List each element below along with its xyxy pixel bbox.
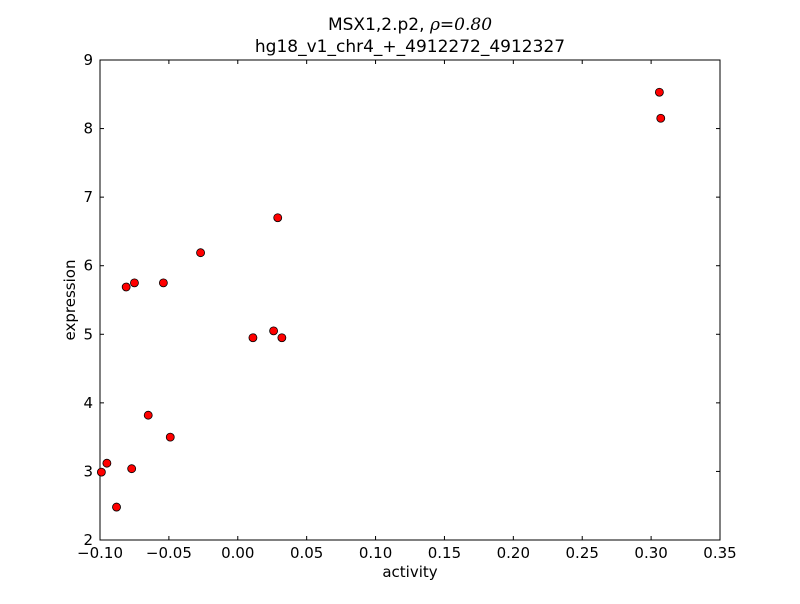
data-point — [158, 278, 168, 288]
y-tick-label: 3 — [83, 462, 93, 480]
x-tick-label: 0.05 — [290, 544, 323, 562]
chart-subtitle: hg18_v1_chr4_+_4912272_4912327 — [255, 37, 565, 57]
data-point — [269, 326, 279, 336]
data-point — [273, 213, 283, 223]
x-tick-label: −0.05 — [146, 544, 192, 562]
data-point — [277, 333, 287, 343]
data-point — [96, 467, 106, 477]
y-axis-label: expression — [61, 260, 79, 341]
x-tick-label: 0.20 — [497, 544, 530, 562]
x-axis-label: activity — [382, 563, 437, 581]
y-tick-label: 9 — [83, 51, 93, 69]
y-tick-label: 7 — [83, 188, 93, 206]
y-tick-label: 6 — [83, 257, 93, 275]
data-point — [165, 432, 175, 442]
y-tick-label: 8 — [83, 120, 93, 138]
data-point — [121, 282, 131, 292]
data-point — [127, 464, 137, 474]
data-point — [130, 278, 139, 288]
data-point — [654, 87, 664, 97]
x-tick-label: 0.10 — [359, 544, 392, 562]
title-rho: ρ=0.80 — [429, 15, 492, 35]
x-tick-label: 0.30 — [634, 544, 667, 562]
data-point — [656, 113, 666, 123]
x-tick-label: 0.00 — [221, 544, 254, 562]
data-point — [196, 248, 205, 258]
x-tick-label: −0.10 — [77, 544, 123, 562]
data-point — [112, 502, 121, 512]
data-point — [143, 410, 153, 420]
x-tick-label: 0.25 — [566, 544, 599, 562]
y-tick-label: 2 — [83, 531, 93, 549]
data-point — [248, 333, 258, 343]
chart-title: MSX1,2.p2, ρ=0.80 — [328, 15, 492, 35]
y-tick-label: 5 — [83, 325, 93, 343]
plot-area — [99, 59, 721, 541]
data-point — [102, 458, 112, 468]
x-tick-label: 0.35 — [703, 544, 736, 562]
y-tick-label: 4 — [83, 394, 93, 412]
x-tick-label: 0.15 — [428, 544, 461, 562]
